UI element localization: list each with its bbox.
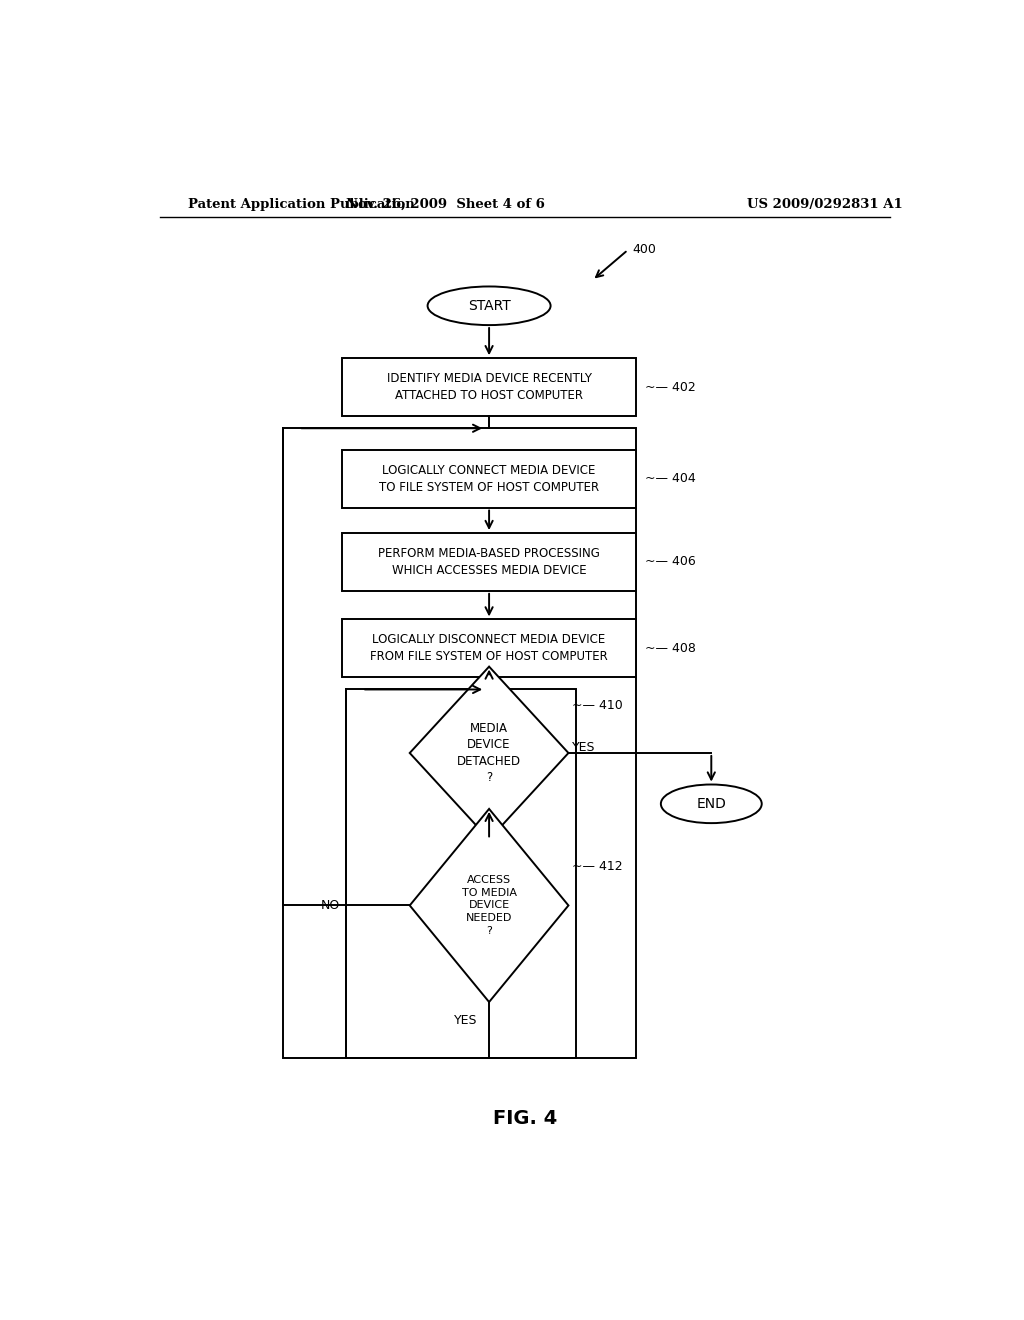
Text: START: START (468, 298, 510, 313)
Text: LOGICALLY DISCONNECT MEDIA DEVICE
FROM FILE SYSTEM OF HOST COMPUTER: LOGICALLY DISCONNECT MEDIA DEVICE FROM F… (371, 634, 608, 664)
Bar (342, 358, 636, 416)
Text: ACCESS
TO MEDIA
DEVICE
NEEDED
?: ACCESS TO MEDIA DEVICE NEEDED ? (462, 875, 516, 936)
Text: 400: 400 (632, 243, 655, 256)
Bar (342, 450, 636, 507)
Text: ~— 410: ~— 410 (572, 700, 624, 711)
Ellipse shape (660, 784, 762, 824)
Bar (342, 619, 636, 677)
Text: Patent Application Publication: Patent Application Publication (187, 198, 415, 211)
Text: LOGICALLY CONNECT MEDIA DEVICE
TO FILE SYSTEM OF HOST COMPUTER: LOGICALLY CONNECT MEDIA DEVICE TO FILE S… (379, 463, 599, 494)
Text: US 2009/0292831 A1: US 2009/0292831 A1 (748, 198, 903, 211)
Text: ~— 408: ~— 408 (645, 642, 696, 655)
Text: FIG. 4: FIG. 4 (493, 1109, 557, 1129)
Text: PERFORM MEDIA-BASED PROCESSING
WHICH ACCESSES MEDIA DEVICE: PERFORM MEDIA-BASED PROCESSING WHICH ACC… (378, 546, 600, 577)
Polygon shape (410, 809, 568, 1002)
Text: END: END (696, 797, 726, 810)
Text: NO: NO (496, 851, 515, 865)
Text: ~— 402: ~— 402 (645, 380, 696, 393)
Bar (283, 428, 636, 1057)
Text: MEDIA
DEVICE
DETACHED
?: MEDIA DEVICE DETACHED ? (457, 722, 521, 784)
Text: ~— 412: ~— 412 (572, 861, 623, 874)
Text: YES: YES (572, 742, 596, 755)
Ellipse shape (428, 286, 551, 325)
Bar (346, 689, 577, 1057)
Bar (342, 533, 636, 591)
Polygon shape (410, 667, 568, 840)
Text: NO: NO (321, 899, 340, 912)
Text: IDENTIFY MEDIA DEVICE RECENTLY
ATTACHED TO HOST COMPUTER: IDENTIFY MEDIA DEVICE RECENTLY ATTACHED … (387, 372, 592, 403)
Text: ~— 406: ~— 406 (645, 556, 696, 569)
Text: YES: YES (454, 1014, 477, 1027)
Text: ~— 404: ~— 404 (645, 473, 696, 484)
Text: Nov. 26, 2009  Sheet 4 of 6: Nov. 26, 2009 Sheet 4 of 6 (346, 198, 545, 211)
